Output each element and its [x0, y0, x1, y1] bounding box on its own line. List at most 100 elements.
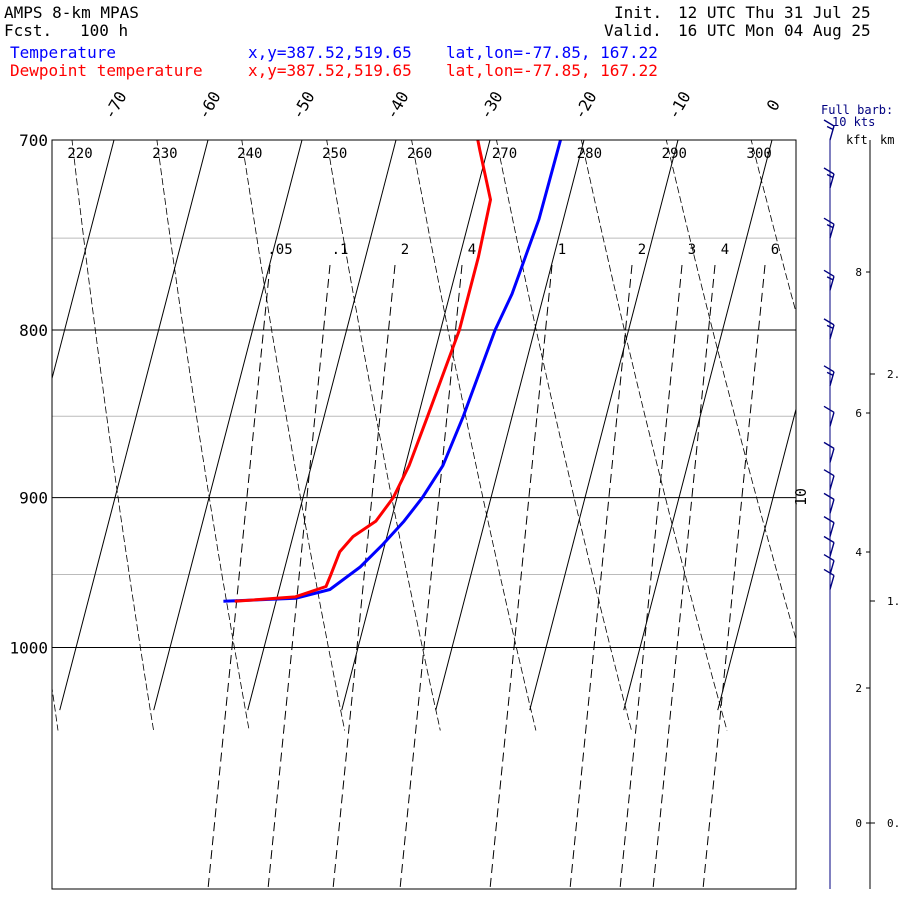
- dry-adiabat-line: [665, 140, 796, 641]
- wind-barb: [823, 217, 835, 239]
- wind-barb-flag: [823, 516, 835, 524]
- km-tick-label: 0.: [887, 817, 900, 830]
- wind-barb: [823, 535, 835, 557]
- wind-barb-half-flag: [826, 371, 834, 376]
- wind-barb: [823, 553, 835, 575]
- mixing-ratio-line: [267, 264, 331, 889]
- isotherm-line: [435, 140, 585, 711]
- isotherm-line: [59, 140, 209, 711]
- wind-barb-flag: [823, 405, 835, 413]
- wind-barb: [823, 516, 835, 537]
- temperature-profile-line: [223, 140, 562, 603]
- temperature-tick-label: -70: [100, 88, 131, 123]
- kft-tick-label: 0: [855, 817, 862, 830]
- model-title: AMPS 8-km MPAS: [4, 3, 139, 22]
- dry-adiabat-line: [825, 99, 900, 731]
- wind-barb-flag: [823, 568, 835, 577]
- isotherm-line: [52, 140, 115, 381]
- kft-tick-label: 8: [855, 266, 862, 279]
- wind-barb-staff: [829, 412, 835, 427]
- theta-label: 240: [237, 146, 262, 162]
- theta-label: 230: [152, 146, 177, 162]
- wind-barb-flag: [823, 167, 835, 175]
- dry-adiabat-line: [496, 140, 632, 731]
- wind-barb-staff: [829, 560, 835, 575]
- dry-adiabat-line: [241, 140, 346, 731]
- wind-barb: [823, 318, 835, 340]
- kft-label: kft: [846, 133, 868, 147]
- mixing-ratio-line: [619, 264, 683, 889]
- isotherm-line: [623, 140, 773, 711]
- wind-barb-staff: [829, 276, 835, 291]
- mixing-ratio-label: 1: [558, 242, 566, 258]
- theta-label: 290: [662, 146, 687, 162]
- isotherm-line: [341, 140, 491, 711]
- temperature-tick-label: -40: [382, 88, 413, 123]
- wind-barb-flag: [823, 365, 835, 373]
- mixing-ratio-line: [569, 264, 633, 889]
- wind-barb: [823, 492, 835, 514]
- temperature-tick-label: 0: [763, 96, 784, 114]
- wind-barb-flag: [823, 492, 835, 500]
- temperature-tick-label: -50: [288, 88, 319, 123]
- dry-adiabat-line: [580, 140, 728, 731]
- isotherm-line: [529, 140, 679, 711]
- legend-temperature-name: Temperature: [10, 43, 116, 62]
- pressure-tick-label: 800: [19, 321, 48, 340]
- mixing-ratio-line: [207, 264, 271, 889]
- wind-barb: [823, 469, 835, 490]
- theta-label: 270: [492, 146, 517, 162]
- km-tick-label: 1.: [887, 595, 900, 608]
- km-tick-label: 2.: [887, 368, 900, 381]
- theta-label: 220: [67, 146, 92, 162]
- mixing-ratio-label: .05: [267, 242, 292, 258]
- wind-barb: [823, 119, 835, 141]
- mixing-ratio-line: [652, 264, 716, 889]
- wind-barb-staff: [829, 371, 835, 387]
- legend-dewpoint-name: Dewpoint temperature: [10, 61, 203, 80]
- dewpoint-profile-line: [234, 140, 492, 603]
- wind-barb-flag: [823, 469, 835, 477]
- plot-frame: [51, 139, 797, 890]
- wind-barb-half-flag: [826, 173, 834, 179]
- init-label: Init.: [614, 3, 663, 22]
- fcst-value: 100 h: [80, 21, 129, 40]
- dry-adiabat-line: [750, 140, 796, 314]
- wind-barb-staff: [829, 448, 835, 463]
- wind-barb-flag: [823, 553, 835, 562]
- temperature-tick-label: -30: [476, 88, 507, 123]
- kft-tick-label: 4: [855, 546, 862, 559]
- isotherm-line: [812, 140, 900, 710]
- wind-barb-staff: [829, 324, 835, 340]
- wind-barb: [823, 365, 835, 387]
- isotherm-line: [153, 140, 303, 711]
- wind-barb-half-flag: [826, 125, 834, 131]
- mixing-ratio-label: 2: [401, 242, 409, 258]
- barb-note-line1: Full barb:: [821, 103, 894, 117]
- wind-barb-staff: [829, 499, 835, 514]
- valid-value: 16 UTC Mon 04 Aug 25: [678, 21, 871, 40]
- pressure-tick-label: 900: [19, 489, 48, 508]
- mixing-ratio-line: [489, 264, 553, 889]
- wind-barb-staff: [829, 125, 835, 141]
- isotherm-side-label: 10: [792, 488, 810, 506]
- dry-adiabat-line: [52, 685, 59, 731]
- kft-tick-label: 6: [855, 407, 862, 420]
- wind-barb-staff: [829, 542, 835, 557]
- dry-adiabat-line: [326, 140, 441, 731]
- wind-barb: [823, 167, 835, 189]
- theta-label: 300: [747, 146, 772, 162]
- wind-barb-staff: [829, 522, 835, 537]
- mixing-ratio-label: 3: [688, 242, 696, 258]
- isotherm-line: [0, 140, 20, 710]
- wind-barb-flag: [823, 535, 835, 544]
- wind-barb: [823, 269, 835, 291]
- mixing-ratio-label: .1: [332, 242, 349, 258]
- mixing-ratio-label: 4: [721, 242, 729, 258]
- wind-barb-staff: [829, 223, 835, 239]
- wind-barb-flag: [823, 269, 835, 277]
- wind-barb-flag: [823, 441, 835, 450]
- dry-adiabat-line: [71, 140, 154, 731]
- mixing-ratio-label: 2: [638, 242, 646, 258]
